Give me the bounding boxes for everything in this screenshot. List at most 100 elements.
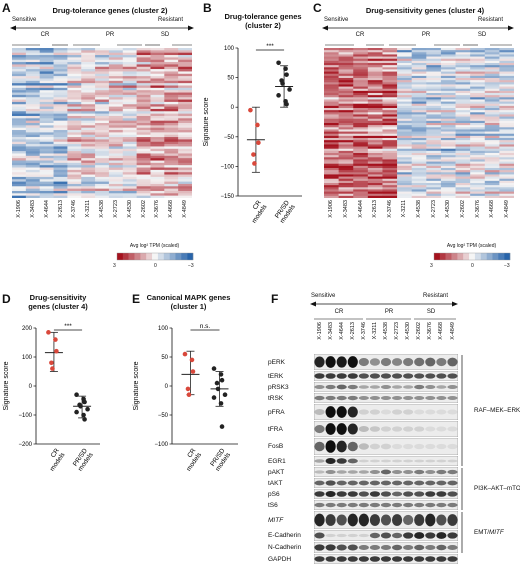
heatmap-cell [108,141,124,145]
blot-band [369,502,381,508]
heatmap-cell [12,155,27,159]
heatmap-cell [324,86,339,90]
heatmap-cell [484,174,500,177]
heatmap-cell [426,133,442,137]
heatmap-cell [25,134,40,138]
heatmap-cell [499,75,514,79]
heatmap-cell [470,95,486,98]
heatmap-cell [411,69,427,72]
heatmap-cell [81,115,96,119]
heatmap-cell [53,125,68,128]
blot-band [447,480,458,486]
heatmap-cell [499,80,514,83]
heatmap-cell [122,115,137,119]
heatmap-cell [53,73,68,77]
heatmap-cell [136,127,151,131]
heatmap-cell [67,155,82,159]
panel-c-sample-labels: X-1906 X-3483 X-4644 X-2613 X-3746 X-3211 X-45… [324,200,514,240]
panel-b-title: Drug-tolerance genes (cluster 2) [224,12,302,30]
heatmap-cell [455,65,471,68]
heatmap-cell [338,93,354,96]
heatmap-cell [397,69,412,72]
heatmap-cell [178,169,192,173]
heatmap-cell [397,67,412,70]
heatmap-cell [122,66,137,70]
sample-label: X-4644 [338,322,345,340]
panel-a-colorbar-tick-mid: 0 [154,263,157,269]
heatmap-cell [353,150,369,154]
heatmap-cell [39,99,54,103]
blot-band [314,441,325,452]
heatmap-cell [353,129,369,132]
heatmap-cell [136,64,151,68]
blot-band [403,470,414,474]
heatmap-cell [455,63,471,66]
heatmap-cell [108,48,124,51]
data-point [211,395,217,400]
heatmap-cell [484,142,500,145]
heatmap-cell [484,172,500,175]
heatmap-cell [440,93,456,96]
heatmap-cell [95,87,110,91]
heatmap-cell [382,103,398,107]
blot-band [336,384,347,390]
heatmap-cell [122,62,137,65]
blot-strip [314,467,458,477]
heatmap-cell [178,172,192,175]
heatmap-cell [338,118,354,122]
y-tick-label: −50 [158,413,169,419]
heatmap-cell [499,183,514,186]
heatmap-cell [178,190,192,194]
blot-band [425,513,436,527]
heatmap-cell [455,183,471,186]
panel-c-group-brackets [325,44,512,46]
heatmap-cell [411,80,427,83]
heatmap-cell [338,125,354,128]
heatmap-cell [178,148,192,152]
heatmap-cell [338,191,354,195]
heatmap-cell [12,172,27,175]
heatmap-cell [353,84,369,87]
blot-band [414,491,425,497]
heatmap-cell [397,105,412,109]
sample-label: X-1906 [328,200,335,218]
y-tick-label: −100 [18,413,32,419]
heatmap-cell [136,92,151,96]
blot-band [447,532,458,539]
heatmap-cell [455,191,471,195]
heatmap-cell [397,131,412,135]
heatmap-cell [338,120,354,124]
blot-band [369,373,381,379]
heatmap-cell [411,174,427,177]
heatmap-cell [95,104,110,107]
heatmap-cell [499,58,514,62]
blot-band [369,514,381,526]
heatmap-cell [455,88,471,92]
heatmap-cell [470,60,486,64]
heatmap-cell [12,195,27,198]
heatmap-cell [164,50,179,53]
heatmap-cell [12,101,27,105]
heatmap-cell [136,158,151,161]
heatmap-cell [338,67,354,70]
data-point [219,377,225,383]
heatmap-cell [397,58,412,62]
blot-band [336,373,347,379]
heatmap-cell [324,84,339,87]
data-point [81,412,86,418]
data-point [218,372,224,377]
heatmap-cell [178,69,192,72]
heatmap-cell [426,140,442,143]
heatmap-cell [95,193,110,196]
heatmap-cell [12,57,27,61]
blot-band [414,443,425,450]
heatmap-cell [324,183,339,186]
heatmap-cell [178,141,192,145]
blot-band [336,514,347,526]
data-point [255,122,260,128]
heatmap-cell [411,127,427,130]
heatmap-cell [499,161,514,165]
heatmap-cell [455,133,471,137]
colorbar-swatch [457,253,464,260]
heatmap-cell [122,59,137,63]
